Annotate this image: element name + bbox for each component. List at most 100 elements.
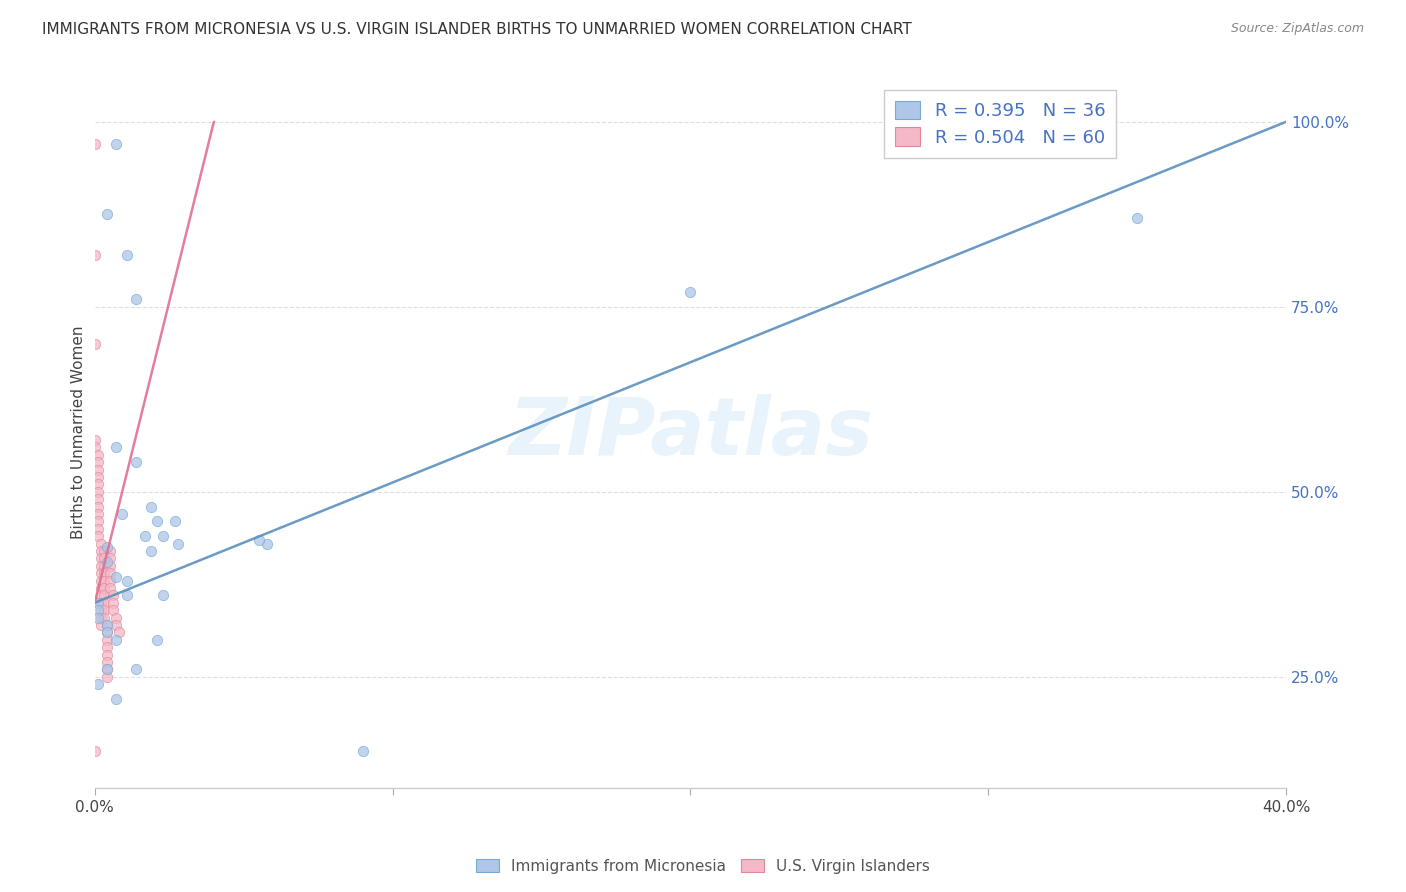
Point: [83, 336, 105, 351]
Point: [83, 441, 105, 455]
Point: [125, 293, 148, 307]
Point: [90, 603, 112, 617]
Point: [96, 662, 118, 676]
Point: [90, 536, 112, 550]
Point: [98, 558, 121, 573]
Point: [93, 574, 115, 588]
Point: [93, 588, 115, 602]
Point: [86, 448, 108, 462]
Point: [90, 610, 112, 624]
Point: [86, 596, 108, 610]
Point: [104, 570, 127, 584]
Point: [104, 610, 127, 624]
Point: [93, 610, 115, 624]
Point: [104, 618, 127, 632]
Point: [146, 632, 169, 647]
Point: [83, 433, 105, 447]
Point: [96, 625, 118, 640]
Point: [152, 529, 174, 543]
Point: [141, 544, 163, 558]
Point: [93, 551, 115, 566]
Point: [107, 625, 129, 640]
Point: [90, 566, 112, 581]
Point: [86, 462, 108, 476]
Point: [83, 248, 105, 262]
Point: [125, 662, 148, 676]
Point: [117, 574, 139, 588]
Point: [86, 610, 108, 624]
Point: [96, 555, 118, 569]
Point: [86, 603, 108, 617]
Point: [98, 574, 121, 588]
Point: [93, 544, 115, 558]
Point: [96, 618, 118, 632]
Point: [141, 500, 163, 514]
Legend: R = 0.395   N = 36, R = 0.504   N = 60: R = 0.395 N = 36, R = 0.504 N = 60: [884, 90, 1116, 158]
Point: [1126, 211, 1149, 225]
Point: [104, 136, 127, 151]
Point: [86, 477, 108, 491]
Point: [96, 207, 118, 221]
Point: [90, 574, 112, 588]
Point: [86, 455, 108, 469]
Point: [96, 640, 118, 655]
Point: [96, 655, 118, 669]
Point: [101, 603, 124, 617]
Point: [98, 551, 121, 566]
Point: [93, 596, 115, 610]
Point: [93, 566, 115, 581]
Point: [98, 544, 121, 558]
Point: [86, 484, 108, 499]
Legend: Immigrants from Micronesia, U.S. Virgin Islanders: Immigrants from Micronesia, U.S. Virgin …: [470, 853, 936, 880]
Point: [90, 544, 112, 558]
Point: [90, 551, 112, 566]
Point: [165, 515, 187, 529]
Point: [256, 536, 278, 550]
Point: [90, 581, 112, 595]
Point: [96, 648, 118, 662]
Point: [83, 744, 105, 758]
Point: [167, 536, 190, 550]
Point: [96, 662, 118, 676]
Point: [96, 632, 118, 647]
Point: [90, 588, 112, 602]
Point: [96, 625, 118, 640]
Point: [90, 558, 112, 573]
Point: [352, 744, 374, 758]
Point: [93, 581, 115, 595]
Point: [86, 515, 108, 529]
Point: [96, 541, 118, 555]
Point: [98, 566, 121, 581]
Point: [117, 588, 139, 602]
Point: [96, 618, 118, 632]
Point: [86, 507, 108, 521]
Point: [86, 677, 108, 691]
Point: [98, 581, 121, 595]
Point: [134, 529, 156, 543]
Point: [125, 455, 148, 469]
Point: [96, 670, 118, 684]
Point: [104, 632, 127, 647]
Point: [247, 533, 270, 547]
Point: [83, 136, 105, 151]
Point: [101, 588, 124, 602]
Point: [93, 558, 115, 573]
Point: [110, 507, 132, 521]
Point: [90, 618, 112, 632]
Point: [104, 692, 127, 706]
Point: [90, 596, 112, 610]
Y-axis label: Births to Unmarried Women: Births to Unmarried Women: [72, 326, 86, 540]
Point: [86, 470, 108, 484]
Text: Source: ZipAtlas.com: Source: ZipAtlas.com: [1230, 22, 1364, 36]
Text: ZIPatlas: ZIPatlas: [508, 393, 873, 472]
Point: [146, 515, 169, 529]
Point: [104, 441, 127, 455]
Point: [679, 285, 702, 299]
Point: [86, 500, 108, 514]
Point: [86, 522, 108, 536]
Text: IMMIGRANTS FROM MICRONESIA VS U.S. VIRGIN ISLANDER BIRTHS TO UNMARRIED WOMEN COR: IMMIGRANTS FROM MICRONESIA VS U.S. VIRGI…: [42, 22, 912, 37]
Point: [117, 248, 139, 262]
Point: [152, 588, 174, 602]
Point: [86, 492, 108, 507]
Point: [93, 603, 115, 617]
